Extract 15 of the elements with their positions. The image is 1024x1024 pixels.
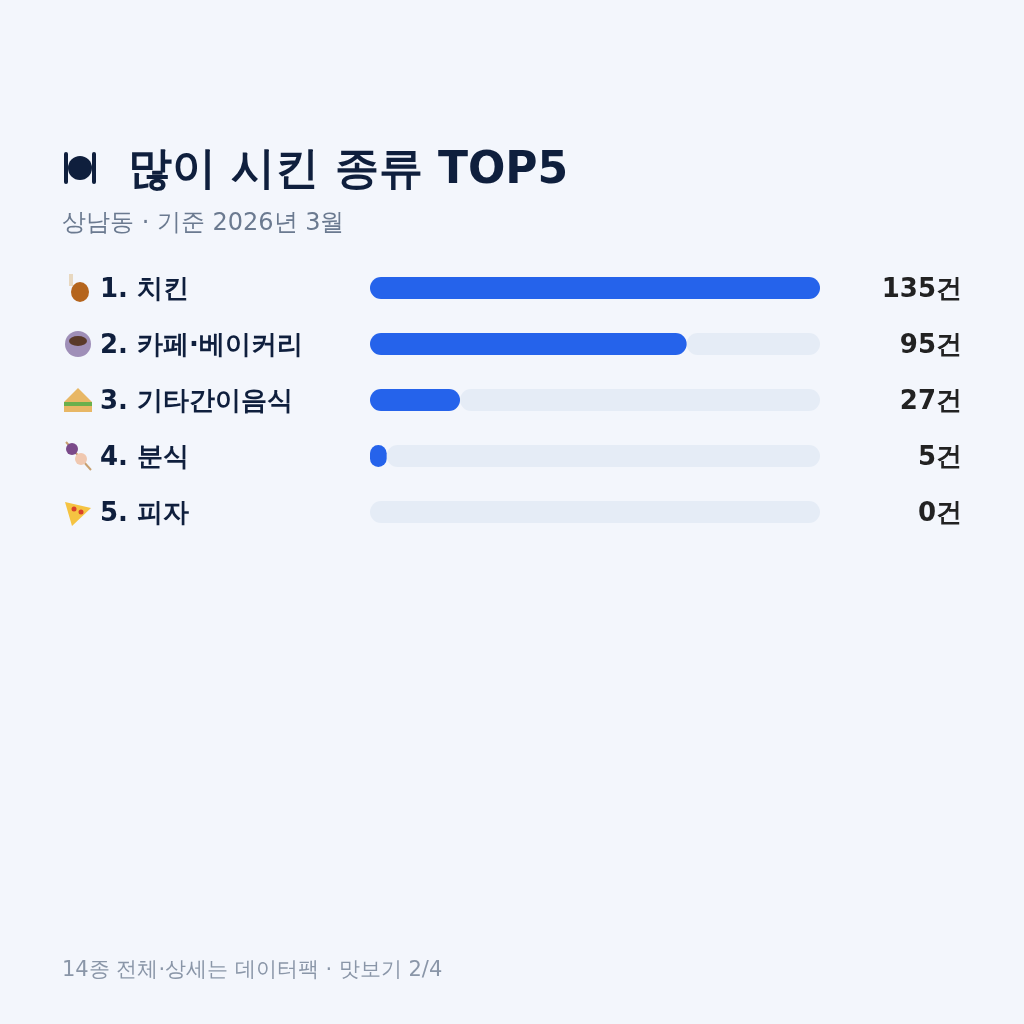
data-label: 135건 bbox=[881, 273, 962, 303]
bar bbox=[370, 277, 820, 299]
y-tick-label: 3. 기타간이음식 bbox=[100, 385, 294, 415]
y-tick-label: 4. 분식 bbox=[100, 441, 190, 471]
data-label: 27건 bbox=[899, 385, 962, 415]
chart-title: 많이 시킨 종류 TOP5 bbox=[128, 142, 569, 193]
data-label: 5건 bbox=[917, 441, 962, 471]
y-tick-label: 5. 피자 bbox=[100, 497, 190, 527]
text: 14종 전체·상세는 데이터팩 · 맛보기 2/4 bbox=[62, 957, 443, 981]
y-tick-label: 1. 치킨 bbox=[100, 273, 190, 303]
chart-subtitle: 상남동 · 기준 2026년 3월 bbox=[62, 208, 345, 236]
data-label: 95건 bbox=[899, 329, 962, 359]
data-label: 0건 bbox=[917, 497, 962, 527]
y-tick-label: 2. 카페·베이커리 bbox=[100, 329, 303, 359]
bar bbox=[370, 389, 460, 411]
